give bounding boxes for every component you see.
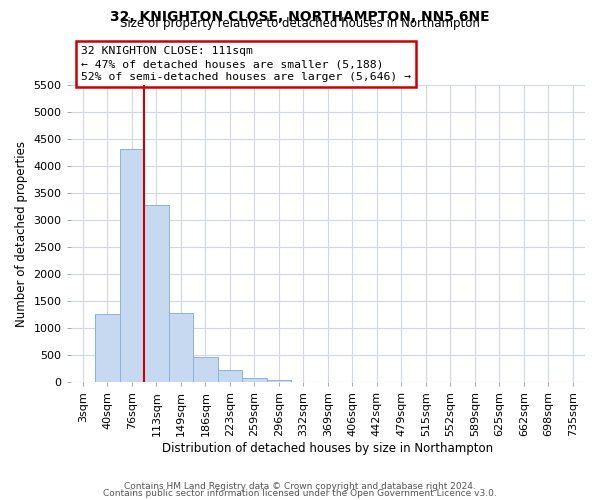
Text: Size of property relative to detached houses in Northampton: Size of property relative to detached ho… (120, 18, 480, 30)
Text: 32 KNIGHTON CLOSE: 111sqm
← 47% of detached houses are smaller (5,188)
52% of se: 32 KNIGHTON CLOSE: 111sqm ← 47% of detac… (81, 46, 411, 82)
Bar (144, 204, 169, 382)
Bar (119, 149, 144, 382)
Text: 32, KNIGHTON CLOSE, NORTHAMPTON, NN5 6NE: 32, KNIGHTON CLOSE, NORTHAMPTON, NN5 6NE (110, 10, 490, 24)
Text: Contains public sector information licensed under the Open Government Licence v3: Contains public sector information licen… (103, 489, 497, 498)
Bar (193, 356, 218, 382)
Bar (218, 370, 242, 382)
Bar (242, 378, 266, 382)
Bar (266, 380, 291, 382)
Bar (169, 313, 193, 382)
Text: Contains HM Land Registry data © Crown copyright and database right 2024.: Contains HM Land Registry data © Crown c… (124, 482, 476, 491)
Y-axis label: Number of detached properties: Number of detached properties (15, 141, 28, 327)
X-axis label: Distribution of detached houses by size in Northampton: Distribution of detached houses by size … (162, 442, 493, 455)
Bar (95, 314, 119, 382)
